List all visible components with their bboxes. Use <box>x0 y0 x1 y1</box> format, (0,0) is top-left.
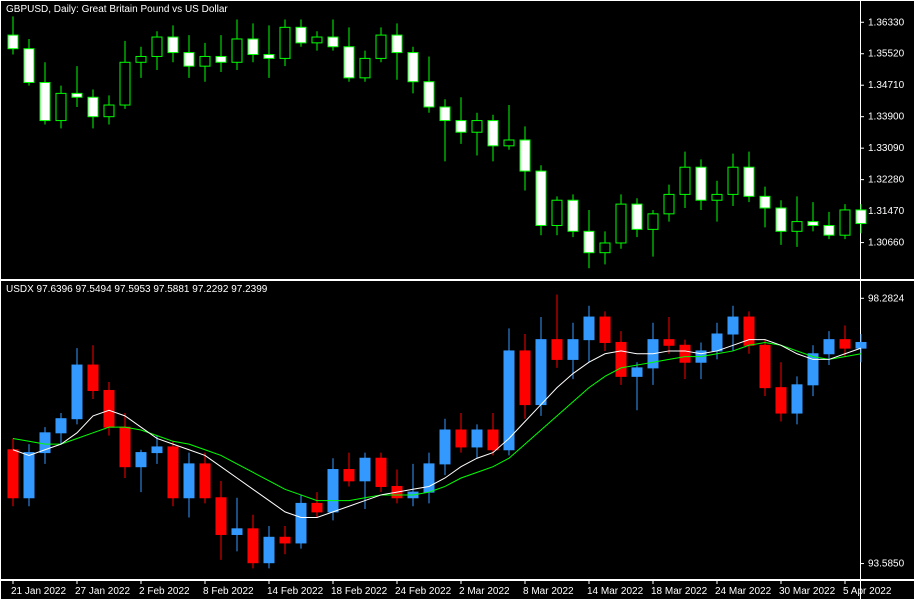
y-tick-label: 1.32280 <box>868 175 905 186</box>
x-tick-label: 8 Mar 2022 <box>523 586 574 597</box>
x-tick-label: 24 Mar 2022 <box>715 586 772 597</box>
chart-svg[interactable]: 1.30660 1.31470 1.32280 1.33090 1.33900 1.347… <box>0 0 915 600</box>
x-tick-label: 18 Mar 2022 <box>651 586 708 597</box>
y-tick-label: 93.5850 <box>868 559 905 570</box>
x-tick-label: 21 Jan 2022 <box>11 586 66 597</box>
y-tick-label: 1.36330 <box>868 17 905 28</box>
x-tick-label: 2 Mar 2022 <box>459 586 510 597</box>
x-tick-label: 14 Feb 2022 <box>267 586 324 597</box>
y-tick-label: 1.35520 <box>868 49 905 60</box>
x-axis: 21 Jan 2022 27 Jan 2022 2 Feb 2022 8 Feb 20… <box>1 580 915 600</box>
ma-white-line <box>13 340 861 518</box>
x-tick-label: 14 Mar 2022 <box>587 586 644 597</box>
y-tick-label: 1.31470 <box>868 206 905 217</box>
x-tick-label: 18 Feb 2022 <box>331 586 388 597</box>
chart-container: 1.30660 1.31470 1.32280 1.33090 1.33900 1.347… <box>0 0 915 600</box>
x-tick-label: 27 Jan 2022 <box>75 586 130 597</box>
y-tick-label: 1.34710 <box>868 80 905 91</box>
x-tick-label: 24 Feb 2022 <box>395 586 452 597</box>
y-tick-label: 1.33090 <box>868 143 905 154</box>
y-tick-label: 1.30660 <box>868 238 905 249</box>
lower-candles <box>8 294 866 568</box>
x-tick-label: 8 Feb 2022 <box>203 586 254 597</box>
ma-green-line <box>13 342 861 500</box>
x-tick-label: 2 Feb 2022 <box>139 586 190 597</box>
upper-candles <box>8 16 866 268</box>
y-tick-label: 1.33900 <box>868 112 905 123</box>
x-tick-label: 30 Mar 2022 <box>779 586 836 597</box>
upper-chart-title: GBPUSD, Daily: Great Britain Pound vs US… <box>6 4 228 15</box>
x-tick-label: 5 Apr 2022 <box>843 586 892 597</box>
lower-chart-title: USDX 97.6396 97.5494 97.5953 97.5881 97.… <box>6 284 268 295</box>
y-tick-label: 98.2824 <box>868 293 905 304</box>
